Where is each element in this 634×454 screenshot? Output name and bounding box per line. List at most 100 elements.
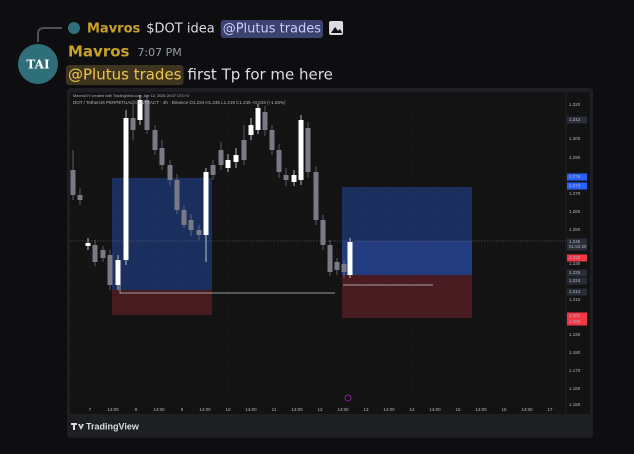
reply-avatar xyxy=(68,22,80,34)
price-tag xyxy=(567,116,587,124)
candle-body xyxy=(225,160,231,168)
price-label: 1.210 xyxy=(569,297,581,302)
time-label: 14:00 xyxy=(337,407,349,412)
candle-body xyxy=(174,180,180,210)
time-label: 12 xyxy=(317,407,323,412)
price-label: 1.180 xyxy=(569,350,581,355)
candle-body xyxy=(203,172,209,235)
candle-body xyxy=(255,108,261,130)
price-label: 1.245 xyxy=(569,239,581,244)
price-tag xyxy=(567,269,587,277)
candle-body xyxy=(159,148,165,165)
price-label: 1.200 xyxy=(569,319,581,324)
candle-body xyxy=(181,210,187,225)
price-label: 1.260 xyxy=(569,209,581,214)
candle-body xyxy=(248,125,254,135)
candle-body xyxy=(291,175,297,182)
price-label: 1.225 xyxy=(569,270,581,275)
chart-symbol: DOT / TetherUS PERPETUAL CONTRACT · 4h ·… xyxy=(73,100,286,105)
time-label: 16 xyxy=(501,407,507,412)
candle-body xyxy=(218,150,224,165)
candle-body xyxy=(123,118,129,260)
time-label: 14:00 xyxy=(383,407,395,412)
price-label: 01:52:20 xyxy=(569,244,587,249)
candle-body xyxy=(115,260,121,285)
candle-body xyxy=(188,220,194,230)
candle-body xyxy=(152,130,158,150)
image-icon xyxy=(329,21,344,35)
price-tag xyxy=(567,312,587,320)
candle-body xyxy=(269,130,275,150)
candle-body xyxy=(130,118,136,130)
candle-body xyxy=(77,195,83,200)
reply-mention[interactable]: @Plutus trades xyxy=(223,22,322,37)
candle-body xyxy=(100,250,106,258)
reply-author[interactable]: Mavros xyxy=(87,22,141,37)
price-label: 1.170 xyxy=(569,368,581,373)
candle-body xyxy=(341,264,347,272)
candle-body xyxy=(70,170,76,195)
price-label: 1.201 xyxy=(569,313,581,318)
chart-drawing: 1.320 1.312 1.300 1.290 1.276 1.274 1.270 1.260… xyxy=(70,92,587,414)
time-label: 7 xyxy=(89,407,92,412)
price-label: 1.274 xyxy=(569,183,581,188)
time-label: 11 xyxy=(272,407,277,412)
price-label: 1.214 xyxy=(569,289,581,294)
candle-body xyxy=(144,100,150,130)
candle-body xyxy=(327,245,333,272)
tv-logo xyxy=(71,423,84,430)
candle-body xyxy=(241,140,247,160)
time-label: 14 xyxy=(409,407,415,412)
time-label: 15 xyxy=(455,407,461,412)
time-label: 14:00 xyxy=(521,407,533,412)
candle-body xyxy=(167,165,173,180)
price-tag xyxy=(567,254,587,262)
candle-body xyxy=(262,112,268,130)
candle-body xyxy=(137,100,143,120)
reply-spine xyxy=(37,27,62,42)
candle-body xyxy=(320,220,326,245)
long-profit-zone xyxy=(112,178,212,290)
author[interactable]: Mavros xyxy=(68,43,130,61)
candle-body xyxy=(210,165,216,175)
avatar[interactable] xyxy=(18,44,58,84)
time-label: 14:00 xyxy=(107,407,119,412)
mention-bg xyxy=(66,65,184,85)
avatar-label: TAI xyxy=(26,58,50,72)
candle-body xyxy=(233,155,239,162)
reply-mention-bg xyxy=(220,20,324,38)
candle-body xyxy=(276,150,282,172)
chart-credit: MavrosXY created with TradingView.com, A… xyxy=(73,94,189,98)
price-tag xyxy=(567,182,587,190)
candle-body xyxy=(107,255,113,285)
time-label: 13 xyxy=(363,407,369,412)
mention[interactable]: @Plutus trades xyxy=(68,66,182,84)
price-label: 1.224 xyxy=(569,278,581,283)
price-label: 1.233 xyxy=(569,255,581,260)
candle-body xyxy=(334,262,340,270)
trend-line xyxy=(119,285,335,294)
price-tag xyxy=(567,288,587,296)
candle-body xyxy=(347,242,353,275)
price-label: 1.312 xyxy=(569,117,581,122)
candle-body xyxy=(298,120,304,180)
price-label: 1.250 xyxy=(569,227,581,232)
candle-body xyxy=(92,245,98,262)
candle-body xyxy=(196,230,202,235)
price-tag xyxy=(567,277,587,285)
event-icon xyxy=(344,394,352,402)
price-tag xyxy=(567,243,587,251)
long-stop-zone xyxy=(342,275,472,318)
candle-body xyxy=(305,128,311,172)
time-label: 9 xyxy=(181,407,184,412)
price-label: 1.190 xyxy=(569,332,581,337)
time-label: 8 xyxy=(135,407,138,412)
time-label: 10 xyxy=(225,407,231,412)
time-label: 14:00 xyxy=(291,407,303,412)
time-label: 14:00 xyxy=(429,407,441,412)
candle-body xyxy=(283,175,289,180)
price-label: 1.160 xyxy=(569,386,581,391)
time-label: 17 xyxy=(547,407,553,412)
time-label: 14:00 xyxy=(199,407,211,412)
